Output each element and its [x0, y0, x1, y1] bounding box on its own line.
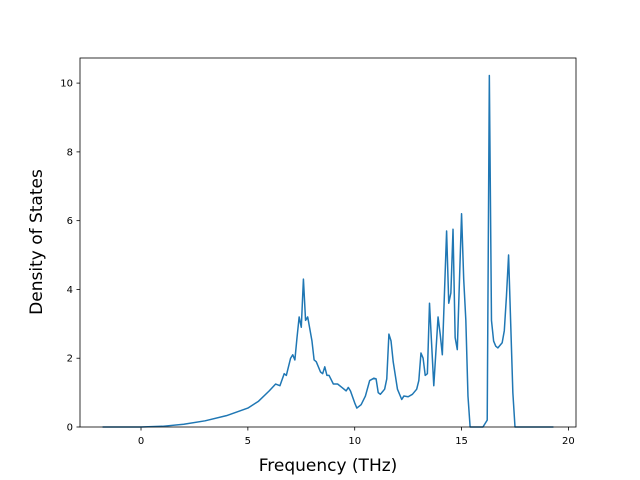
x-tick-label: 10 — [348, 436, 361, 447]
x-tick-label: 15 — [455, 436, 468, 447]
y-axis-label: Density of States — [27, 169, 47, 315]
y-tick-label: 4 — [67, 285, 73, 296]
y-tick-label: 10 — [60, 79, 73, 90]
y-tick-label: 2 — [67, 354, 73, 365]
data-line — [102, 74, 554, 428]
x-tick-label: 0 — [138, 436, 144, 447]
y-tick-label: 0 — [67, 423, 73, 434]
x-tick-label: 20 — [562, 436, 575, 447]
y-tick-label: 8 — [67, 147, 73, 158]
y-tick-label: 6 — [67, 216, 73, 227]
x-axis-label: Frequency (THz) — [259, 456, 398, 476]
axes-frame — [79, 57, 577, 428]
x-tick-label: 5 — [245, 436, 251, 447]
